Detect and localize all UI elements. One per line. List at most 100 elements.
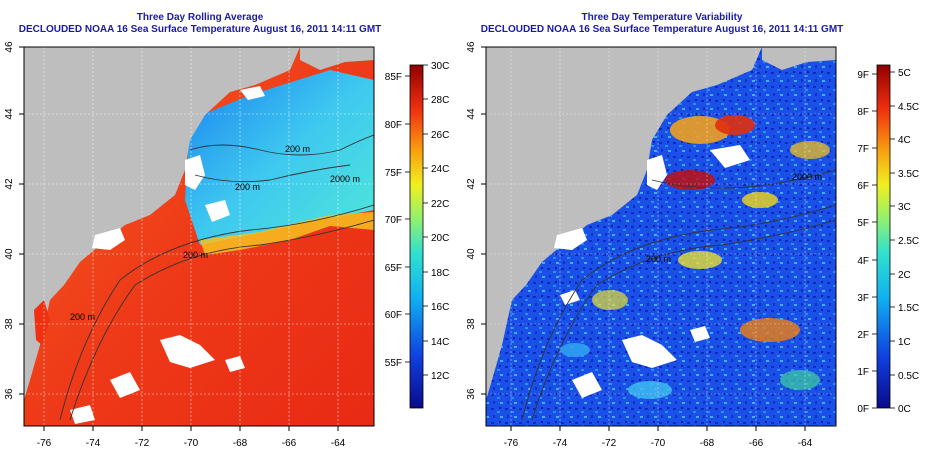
colorbar-c-label: 12C: [431, 371, 449, 382]
panel2-land: [486, 47, 762, 400]
panel2-contour-label: 2000 m: [792, 172, 822, 182]
x-tick-label: -66: [749, 438, 764, 449]
y-tick-label: 36: [4, 388, 15, 400]
colorbar-c-label: 0.5C: [898, 371, 919, 382]
panel1-grid: [24, 47, 374, 426]
colorbar-f-label: 55F: [385, 358, 402, 369]
colorbar-c-label: 1.5C: [898, 303, 919, 314]
panel2-map: [486, 47, 836, 426]
colorbar-c-label: 5C: [898, 68, 911, 79]
colorbar-c-label: 20C: [431, 233, 449, 244]
panel2-x-axis: -76 -74 -72 -70 -68 -66 -64: [504, 426, 813, 449]
colorbar-c-label: 4C: [898, 135, 911, 146]
x-tick-label: -68: [233, 438, 248, 449]
colorbar-f-label: 75F: [385, 168, 402, 179]
y-tick-label: 46: [4, 41, 15, 53]
x-tick-label: -70: [651, 438, 666, 449]
colorbar-f-label: 70F: [385, 215, 402, 226]
colorbar-c-label: 26C: [431, 130, 449, 141]
colorbar-c-label: 18C: [431, 268, 449, 279]
colorbar-f-label: 7F: [857, 144, 869, 155]
colorbar-c-label: 3.5C: [898, 169, 919, 180]
colorbar-f-label: 3F: [857, 293, 869, 304]
panel1-frame: [23, 46, 375, 427]
colorbar-f-label: 5F: [857, 218, 869, 229]
colorbar-c-label: 2.5C: [898, 236, 919, 247]
y-tick-label: 40: [4, 248, 15, 260]
panel2-clouds: [554, 145, 750, 398]
colorbar-f-label: 2F: [857, 330, 869, 341]
panel1-title: Three Day Rolling Average DECLOUDED NOAA…: [0, 12, 400, 36]
panel1-y-axis: 36 38 40 42 44 46: [4, 41, 24, 400]
colorbar-f-label: 85F: [385, 72, 402, 83]
x-tick-label: -70: [184, 438, 199, 449]
panel2-contours: [521, 169, 836, 421]
panel1-contour-label: 2000 m: [330, 174, 360, 184]
panel1-contour-label: 200 m: [70, 312, 95, 322]
colorbar-c-label: 30C: [431, 61, 449, 72]
colorbar-f-label: 0F: [857, 404, 869, 415]
panel1-x-axis: -76 -74 -72 -70 -68 -66 -64: [37, 426, 346, 449]
colorbar-f-label: 8F: [857, 107, 869, 118]
y-tick-label: 38: [466, 318, 477, 330]
panel2-colorbar: 0F 1F 2F 3F 4F 5F 6F 7F 8F 9F 0C 0.5C 1C…: [857, 64, 919, 415]
x-tick-label: -74: [86, 438, 101, 449]
colorbar-c-label: 3C: [898, 202, 911, 213]
x-tick-label: -72: [602, 438, 617, 449]
panel1-title-line1: Three Day Rolling Average: [136, 12, 264, 23]
colorbar-f-label: 1F: [857, 367, 869, 378]
colorbar-f-label: 6F: [857, 181, 869, 192]
x-tick-label: -72: [135, 438, 150, 449]
panel1-contours: [59, 134, 374, 421]
colorbar-f-label: 4F: [857, 256, 869, 267]
y-tick-label: 44: [466, 108, 477, 120]
panel2-colorbar-gradient: [876, 64, 891, 409]
panel1-contour-label: 200 m: [235, 182, 260, 192]
x-tick-label: -64: [798, 438, 813, 449]
panel1-contour-label: 200 m: [285, 144, 310, 154]
colorbar-c-label: 4.5C: [898, 102, 919, 113]
colorbar-c-label: 14C: [431, 337, 449, 348]
x-tick-label: -76: [504, 438, 519, 449]
panel2-land-north: [762, 47, 836, 70]
colorbar-c-label: 24C: [431, 164, 449, 175]
colorbar-c-label: 28C: [431, 95, 449, 106]
panel2-grid: [486, 47, 836, 426]
panel2-frame: [485, 46, 837, 427]
x-tick-label: -64: [331, 438, 346, 449]
colorbar-c-label: 16C: [431, 302, 449, 313]
colorbar-f-label: 80F: [385, 120, 402, 131]
colorbar-f-label: 60F: [385, 310, 402, 321]
y-tick-label: 46: [466, 41, 477, 53]
panel1-chesapeake: [34, 300, 50, 345]
colorbar-f-label: 9F: [857, 70, 869, 81]
colorbar-c-label: 0C: [898, 404, 911, 415]
panel1-map: [24, 47, 374, 426]
panel1-colorbar: 55F 60F 65F 70F 75F 80F 85F 12C 14C 16C …: [385, 61, 449, 409]
panel1-title-line2: DECLOUDED NOAA 16 Sea Surface Temperatur…: [18, 24, 382, 35]
panel1-land-north: [300, 47, 374, 70]
y-tick-label: 44: [4, 108, 15, 120]
panel2-title: Three Day Temperature Variability DECLOU…: [462, 12, 862, 36]
panel2-title-line2: DECLOUDED NOAA 16 Sea Surface Temperatur…: [480, 24, 844, 35]
panel2-hotspots: [560, 115, 830, 399]
y-tick-label: 40: [466, 248, 477, 260]
y-tick-label: 42: [4, 178, 15, 190]
y-tick-label: 42: [466, 178, 477, 190]
colorbar-c-label: 22C: [431, 199, 449, 210]
x-tick-label: -68: [700, 438, 715, 449]
x-tick-label: -74: [553, 438, 568, 449]
x-tick-label: -66: [282, 438, 297, 449]
colorbar-c-label: 2C: [898, 270, 911, 281]
panel2-y-axis: 36 38 40 42 44 46: [466, 41, 486, 400]
panel1-colorbar-gradient: [409, 64, 424, 409]
panel1-front: [200, 212, 374, 255]
y-tick-label: 38: [4, 318, 15, 330]
panel2-title-line1: Three Day Temperature Variability: [581, 12, 743, 23]
x-tick-label: -76: [37, 438, 52, 449]
colorbar-f-label: 65F: [385, 263, 402, 274]
panel1-contour-label: 200 m: [183, 250, 208, 260]
panel2-contour-label: 200 m: [646, 254, 671, 264]
colorbar-c-label: 1C: [898, 337, 911, 348]
